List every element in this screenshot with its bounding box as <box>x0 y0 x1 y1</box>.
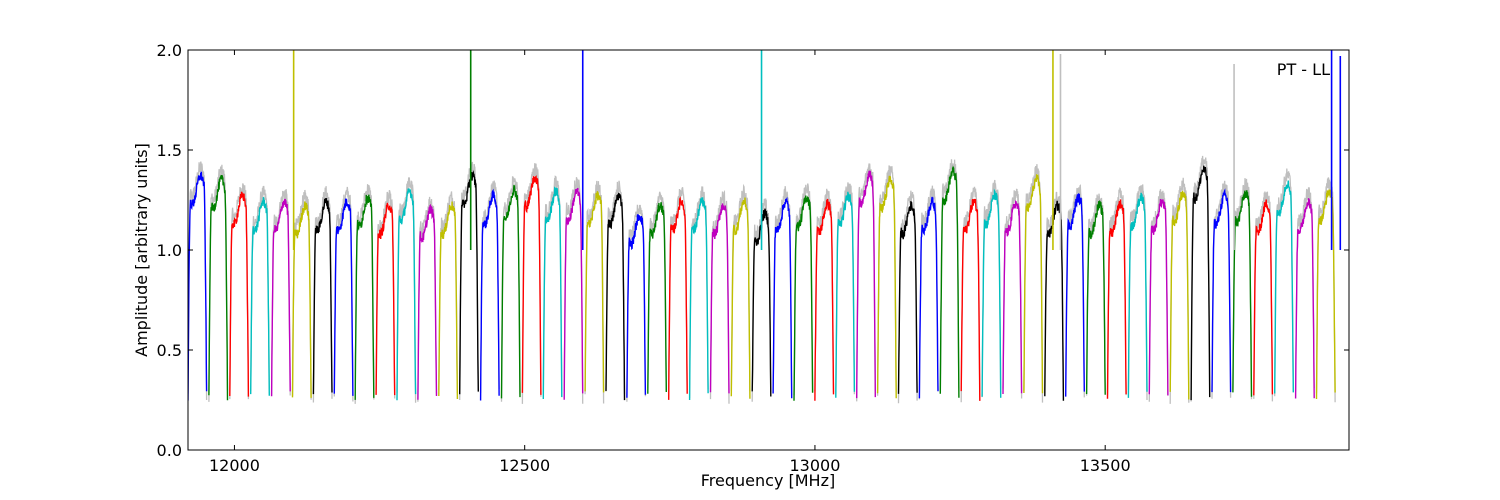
reference-series-line <box>188 161 208 401</box>
reference-series-line <box>312 186 333 403</box>
band-series-line <box>500 184 521 399</box>
band-series-line <box>250 197 270 396</box>
band-series-line <box>1169 190 1190 400</box>
band-series-line <box>1127 192 1148 398</box>
band-series-line <box>563 187 584 400</box>
reference-series-line <box>647 191 667 392</box>
reference-series-line <box>500 176 521 402</box>
band-series-line <box>1273 180 1295 394</box>
reference-series-line <box>981 179 1002 398</box>
band-series-line <box>897 201 918 394</box>
y-axis: 0.0 0.5 1.0 1.5 2.0 <box>157 41 1349 460</box>
band-series-line <box>814 198 835 401</box>
reference-series-line <box>730 183 751 392</box>
reference-series-line <box>354 184 375 404</box>
y-tick-label: 0.0 <box>157 441 182 460</box>
band-series-line <box>521 175 542 395</box>
band-series-line <box>270 198 291 397</box>
band-series-line <box>333 198 354 396</box>
y-tick-label: 2.0 <box>157 41 182 60</box>
band-series-line <box>981 188 1002 398</box>
x-tick-label: 12000 <box>209 456 260 475</box>
reference-series-line <box>1253 191 1274 402</box>
band-series-line <box>1294 198 1315 399</box>
band-series-line <box>688 196 709 401</box>
band-series-line <box>375 202 396 396</box>
y-axis-label: Amplitude [arbitrary units] <box>132 143 151 357</box>
band-series-line <box>479 188 500 401</box>
band-series-line <box>188 171 208 401</box>
x-axis: 12000 12500 13000 13500 <box>209 50 1131 475</box>
reference-series-line <box>1023 164 1044 403</box>
band-series-line <box>835 191 856 398</box>
band-series-line <box>668 196 688 400</box>
y-tick-label: 1.0 <box>157 241 182 260</box>
band-series-line <box>1002 200 1023 395</box>
y-tick-label: 0.5 <box>157 341 182 360</box>
band-series-line <box>939 165 960 398</box>
reference-series-line <box>1190 155 1211 402</box>
band-series-line <box>1211 188 1232 393</box>
band-series-line <box>960 198 981 401</box>
band-series-line <box>772 196 793 399</box>
band-series-line <box>1148 198 1169 396</box>
reference-series-line <box>1274 168 1294 397</box>
reference-series-line <box>521 163 542 404</box>
band-series-line <box>605 192 626 401</box>
y-tick-label: 1.5 <box>157 141 182 160</box>
reference-series-line <box>1294 187 1315 391</box>
band-series-line <box>647 202 667 394</box>
x-tick-label: 13500 <box>1080 456 1131 475</box>
band-series-line <box>438 201 459 400</box>
band-series-line <box>1085 199 1106 395</box>
legend-label: PT - LL <box>1277 60 1330 79</box>
band-series-line <box>876 175 897 399</box>
band-series-line <box>396 188 417 401</box>
reference-series-line <box>208 164 229 402</box>
band-series-line <box>1023 173 1044 394</box>
plot-area <box>188 50 1342 404</box>
band-series-line <box>709 203 730 394</box>
x-axis-label: Frequency [MHz] <box>701 471 835 490</box>
band-series-line <box>1253 199 1274 396</box>
band-series-line <box>730 197 751 399</box>
band-series-line <box>208 174 229 401</box>
band-series-line <box>793 195 814 401</box>
reference-series-line <box>563 177 584 404</box>
band-series-line <box>312 197 333 395</box>
band-series-line <box>918 196 939 399</box>
band-series-line <box>291 201 312 398</box>
reference-series-line <box>793 183 814 396</box>
band-series-line <box>229 191 250 397</box>
band-series-line <box>1190 165 1211 401</box>
band-series-line <box>1232 190 1253 397</box>
reference-series-line <box>918 185 939 400</box>
x-tick-label: 12500 <box>499 456 550 475</box>
band-series-line <box>856 170 876 399</box>
x-tick-label: 13000 <box>789 456 840 475</box>
band-series-line <box>459 170 479 395</box>
band-series-line <box>417 203 438 400</box>
reference-series-line <box>584 180 605 404</box>
band-series-line <box>1106 199 1127 399</box>
band-series-line <box>1064 193 1086 397</box>
reference-series-line <box>542 175 563 397</box>
band-series-line <box>354 194 375 400</box>
band-series-line <box>626 214 647 398</box>
band-series-line <box>542 186 563 400</box>
band-series-line <box>584 191 605 393</box>
